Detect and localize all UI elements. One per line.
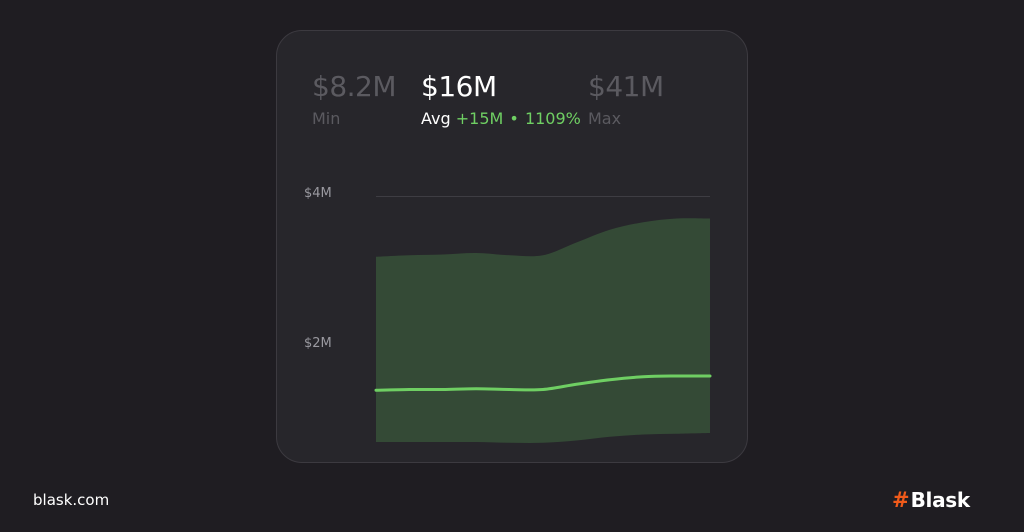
stat-avg-separator: • — [509, 109, 519, 128]
stat-avg[interactable]: $16M Avg +15M • 1109% — [421, 69, 581, 129]
stat-min-value: $8.2M — [312, 70, 397, 103]
stat-avg-label: Avg — [421, 109, 451, 128]
stat-avg-value: $16M — [421, 70, 497, 103]
footer-domain[interactable]: blask.com — [33, 491, 110, 509]
range-band — [376, 218, 710, 443]
stats-card: $8.2M Min $16M Avg +15M • 1109% $41M Max… — [276, 30, 748, 463]
stat-min[interactable]: $8.2M Min — [312, 69, 397, 129]
brand-logo[interactable]: # Blask — [892, 488, 970, 512]
range-chart: $4M $2M — [304, 186, 712, 443]
stat-avg-label-row: Avg +15M • 1109% — [421, 109, 581, 129]
stat-min-label: Min — [312, 109, 341, 128]
average-line — [374, 374, 712, 392]
brand-hash-icon: # — [892, 488, 910, 512]
stat-max[interactable]: $41M Max — [588, 69, 664, 129]
stat-avg-change: +15M — [455, 109, 504, 128]
stat-max-label: Max — [588, 109, 622, 128]
stat-max-value: $41M — [588, 70, 664, 103]
y-tick-label-0: $4M — [304, 186, 332, 201]
y-tick-label-1: $2M — [304, 336, 332, 351]
brand-name: Blask — [910, 488, 971, 512]
stat-avg-percent: 1109% — [524, 109, 581, 128]
